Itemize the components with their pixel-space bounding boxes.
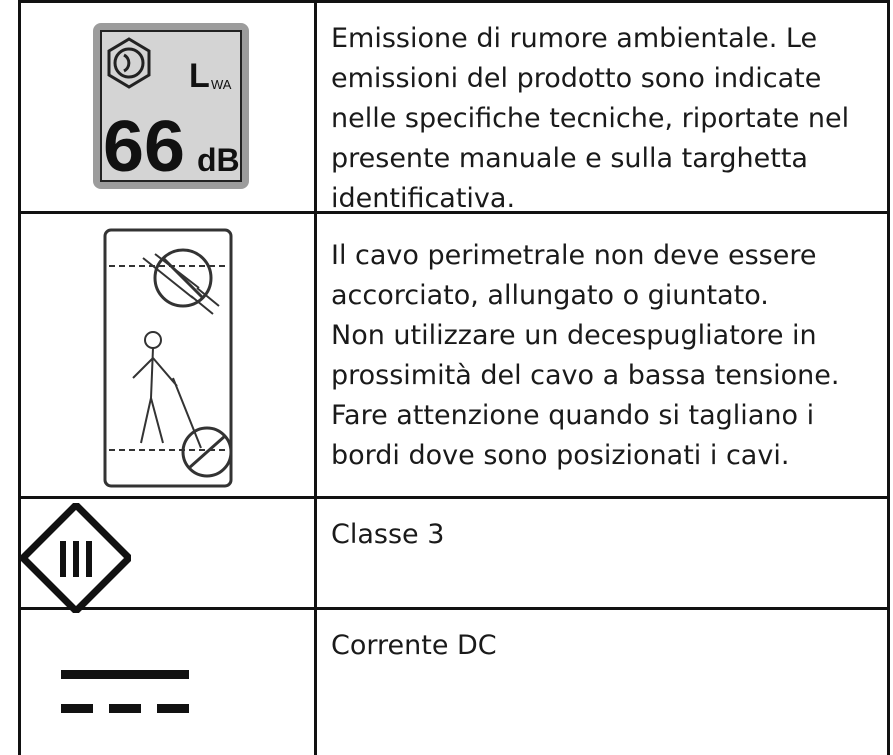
table-row: Il cavo perimetrale non deve essere accor… [18, 211, 890, 499]
icon-cell [21, 610, 317, 755]
noise-icon: L WA 66 dB [93, 23, 249, 189]
prohibition-circle [153, 248, 213, 308]
text-line: bordi dove sono posizionati i cavi. [331, 440, 790, 471]
text-line: identificativa. [331, 183, 516, 214]
prohibition-circle [181, 426, 233, 478]
text-line: emissioni del prodotto sono indicate [331, 63, 822, 94]
dc-dash [61, 704, 93, 713]
class-three-icon [21, 503, 131, 613]
level-value: 66 [103, 107, 185, 187]
row-text: Emissione di rumore ambientale. Le emissi… [331, 19, 879, 219]
wa-subscript: WA [211, 77, 232, 92]
ear-wave [123, 53, 131, 73]
text-line: Fare attenzione quando si tagliano i [331, 400, 815, 431]
dc-dash [157, 704, 189, 713]
text-line: accorciato, allungato o giuntato. [331, 280, 769, 311]
icon-cell: L WA 66 dB [21, 3, 317, 214]
text-line: Il cavo perimetrale non deve essere [331, 240, 817, 271]
text-line: nelle specifiche tecniche, riportate nel [331, 103, 850, 134]
ear-hexagon [107, 37, 151, 89]
icon-cell [21, 214, 317, 499]
table-row: Corrente DC [18, 607, 890, 755]
prohibition-slash [161, 256, 205, 300]
person-head [144, 331, 162, 349]
person-body [132, 347, 202, 449]
table-row: L WA 66 dB Emissione di rumore ambiental… [18, 0, 890, 214]
text-line: prossimità del cavo a bassa tensione. [331, 360, 840, 391]
icon-cell [21, 499, 317, 613]
row-text: Classe 3 [331, 515, 879, 555]
dc-icon [61, 670, 189, 713]
table-row: Classe 3 [18, 496, 890, 613]
class-bars [60, 541, 92, 577]
text-line: presente manuale e sulla targhetta [331, 143, 808, 174]
prohibition-slash [188, 434, 226, 470]
diamond [21, 503, 131, 613]
l-symbol: L [189, 57, 210, 95]
level-unit: dB [197, 142, 240, 178]
text-line: Classe 3 [331, 519, 445, 550]
text-line: Corrente DC [331, 630, 497, 661]
icon-frame [103, 228, 233, 488]
row-text: Corrente DC [331, 626, 879, 666]
cable-line [109, 265, 227, 451]
cable-warning-icon [103, 228, 233, 488]
dc-dash [109, 704, 141, 713]
text-line: Emissione di rumore ambientale. Le [331, 23, 818, 54]
dc-solid-line [61, 670, 189, 679]
row-text: Il cavo perimetrale non deve essere accor… [331, 236, 879, 476]
text-line: Non utilizzare un decespugliatore in [331, 320, 817, 351]
ear-circle [113, 47, 145, 79]
